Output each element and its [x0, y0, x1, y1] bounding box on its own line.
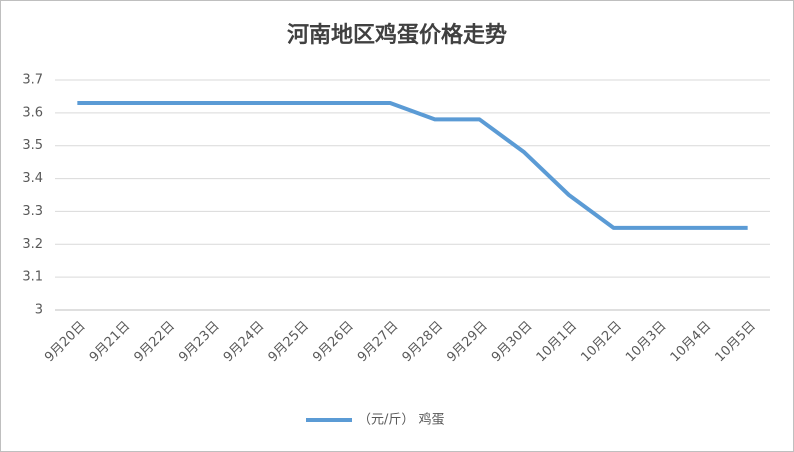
y-tick-label: 3	[35, 303, 43, 318]
y-tick-label: 3.5	[22, 138, 43, 153]
y-tick-label: 3.4	[22, 171, 43, 186]
line-series	[77, 101, 748, 230]
chart-title: 河南地区鸡蛋价格走势	[287, 22, 507, 48]
y-tick-label: 3.1	[22, 270, 43, 285]
y-tick-label: 3.3	[22, 204, 43, 219]
legend-label: （元/斤） 鸡蛋	[358, 412, 445, 428]
y-tick-label: 3.2	[22, 237, 43, 252]
y-tick-label: 3.6	[22, 105, 43, 120]
y-tick-label: 3.7	[22, 73, 43, 88]
